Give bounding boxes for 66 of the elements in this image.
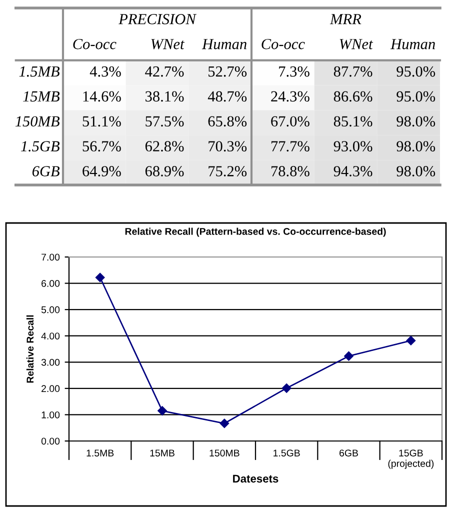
y-axis-title: Relative Recall <box>26 315 34 383</box>
x-tick-label: WNet <box>340 39 374 50</box>
text: PRECISION <box>118 14 197 24</box>
data-label: 51.1% <box>82 116 121 127</box>
y-tick-label: 5.00 <box>41 306 60 314</box>
y-tick-label: 150MB <box>15 116 60 126</box>
x-tick-label: Co-occ <box>262 38 305 50</box>
point <box>282 384 292 393</box>
y-tick-label: 15MB <box>23 91 60 102</box>
data-label: 7.3% <box>279 66 310 77</box>
data-label: 42.7% <box>145 66 184 77</box>
y-tick-label: 1.5GB <box>20 141 60 152</box>
data-label: 78.8% <box>271 166 310 176</box>
data-label: 4.3% <box>90 66 121 77</box>
point <box>95 272 105 282</box>
x-tick-label: 15GB (projected) <box>388 450 434 469</box>
point <box>158 406 167 416</box>
x-axis-title: Datesets <box>233 474 278 483</box>
point <box>220 418 230 428</box>
x-tick-label: 6GB <box>340 450 358 456</box>
data-label: 65.8% <box>208 116 247 127</box>
chart-title: Relative Recall (Pattern-based vs. Co-occurrence-based) <box>125 228 386 237</box>
y-tick-label: 0.00 <box>41 438 60 445</box>
x-tick-label: 150MB <box>210 450 240 456</box>
data-label: 62.8% <box>145 141 184 152</box>
y-tick-label: 3.00 <box>41 358 60 366</box>
data-label: 57.5% <box>146 116 184 127</box>
data-label: 64.9% <box>82 166 121 176</box>
data-label: 87.7% <box>334 66 372 77</box>
data-label: 70.3% <box>208 141 247 152</box>
data-label: 95.0% <box>396 66 436 77</box>
data-label: 95.0% <box>396 91 436 102</box>
data-label: 85.1% <box>334 116 372 127</box>
data-label: 98.0% <box>396 166 436 176</box>
data-label: 67.0% <box>271 116 310 127</box>
data-label: 38.1% <box>146 91 184 102</box>
point <box>406 336 416 346</box>
x-tick-label: 15MB <box>150 450 174 456</box>
data-label: 98.0% <box>396 116 436 127</box>
data-label: 94.3% <box>334 166 372 176</box>
x-tick-label: 1.5GB <box>274 450 300 456</box>
data-label: 93.0% <box>334 141 372 152</box>
y-tick-label: 4.00 <box>41 332 60 340</box>
data-label: 98.0% <box>396 141 436 152</box>
x-tick-label: Human <box>202 39 246 50</box>
x-tick-label: WNet <box>151 39 185 50</box>
y-tick-label: 6.00 <box>42 280 60 287</box>
data-label: 52.7% <box>208 66 247 77</box>
x-tick-label: Human <box>390 39 435 50</box>
data-label: 48.7% <box>208 91 247 102</box>
x-tick-label: 1.5MB <box>86 450 114 456</box>
y-tick-label: 2.00 <box>42 385 60 392</box>
data-label: 68.9% <box>145 166 184 176</box>
y-tick-label: 6GB <box>32 166 60 176</box>
y-tick-label: 7.00 <box>42 254 60 261</box>
x-tick-label: Co-occ <box>73 38 116 50</box>
data-label: 86.6% <box>334 91 372 102</box>
y-tick-label: 1.5MB <box>19 66 60 77</box>
data-label: 14.6% <box>83 91 121 102</box>
data-label: 75.2% <box>208 166 247 176</box>
data-label: 24.3% <box>271 91 310 102</box>
data-label: 56.7% <box>82 141 121 152</box>
data-label: 77.7% <box>271 141 310 152</box>
y-tick-label: 1.00 <box>42 411 60 418</box>
text: MRR <box>330 14 362 24</box>
point <box>344 351 354 361</box>
